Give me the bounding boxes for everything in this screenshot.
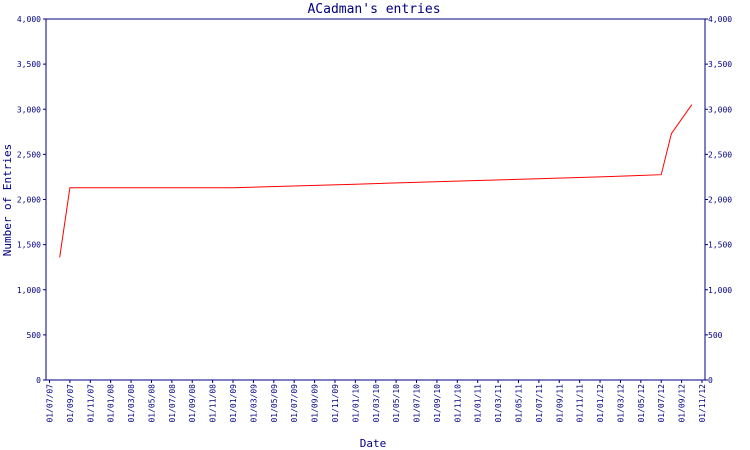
x-tick-label: 01/11/12	[698, 384, 707, 423]
x-tick-label: 01/07/12	[657, 384, 666, 423]
x-tick-label: 01/09/08	[188, 384, 197, 423]
series-group	[59, 104, 693, 258]
y-tick-label-left: 2,000	[17, 196, 41, 205]
y-tick-label-left: 500	[27, 331, 42, 340]
x-tick-label: 01/07/07	[46, 384, 55, 423]
x-tick-label: 01/01/10	[351, 384, 360, 423]
x-tick-label: 01/09/09	[311, 384, 320, 423]
x-tick-label: 01/09/10	[433, 384, 442, 423]
x-tick-label: 01/01/11	[474, 384, 483, 423]
y-tick-label-left: 3,000	[17, 105, 41, 114]
y-tick-label-left: 2,500	[17, 150, 41, 159]
x-tick-label: 01/03/12	[616, 384, 625, 423]
x-tick-label: 01/01/08	[107, 384, 116, 423]
y-axis-title: Number of Entries	[1, 144, 14, 257]
x-tick-label: 01/05/12	[637, 384, 646, 423]
x-tick-label: 01/01/09	[229, 384, 238, 423]
x-tick-label: 01/07/11	[535, 384, 544, 423]
chart-title: ACadman's entries	[307, 2, 440, 17]
y-tick-label-right: 3,000	[708, 105, 732, 114]
x-tick-label: 01/03/11	[494, 384, 503, 423]
x-tick-label: 01/11/11	[576, 384, 585, 423]
x-tick-label: 01/05/10	[392, 384, 401, 423]
x-tick-label: 01/05/08	[147, 384, 156, 423]
x-tick-label: 01/07/09	[290, 384, 299, 423]
y-tick-label-left: 1,500	[17, 241, 41, 250]
x-tick-label: 01/11/09	[331, 384, 340, 423]
plot-frame	[45, 18, 706, 381]
y-axis-left: 0 500 1,000 1,500 2,000 2,500 3,000 3,500 4,000	[17, 15, 46, 385]
x-tick-label: 01/11/10	[453, 384, 462, 423]
x-tick-label: 01/11/07	[86, 384, 95, 423]
y-tick-label-right: 500	[708, 331, 723, 340]
x-tick-label: 01/11/08	[209, 384, 218, 423]
y-tick-label-right: 0	[708, 376, 713, 385]
y-tick-label-right: 1,500	[708, 241, 732, 250]
y-tick-label-left: 4,000	[17, 15, 41, 24]
y-tick-label-left: 3,500	[17, 60, 41, 69]
x-tick-label: 01/07/10	[413, 384, 422, 423]
y-tick-label-right: 1,000	[708, 286, 732, 295]
y-tick-label-right: 2,000	[708, 196, 732, 205]
y-tick-label-right: 4,000	[708, 15, 732, 24]
series-line-0	[59, 104, 693, 258]
x-tick-label: 01/09/12	[678, 384, 687, 423]
x-axis: 01/07/07 01/09/07 01/11/07 01/01/08 01/03/08…	[46, 380, 707, 423]
x-tick-label: 01/03/09	[249, 384, 258, 423]
x-tick-label: 01/03/10	[372, 384, 381, 423]
x-tick-label: 01/05/11	[514, 384, 523, 423]
x-tick-label: 01/01/12	[596, 384, 605, 423]
y-tick-label-right: 2,500	[708, 150, 732, 159]
x-tick-label: 01/07/08	[168, 384, 177, 423]
y-tick-label-left: 0	[36, 376, 41, 385]
x-tick-label: 01/03/08	[127, 384, 136, 423]
x-tick-label: 01/09/07	[66, 384, 75, 423]
x-tick-label: 01/05/09	[270, 384, 279, 423]
y-tick-label-right: 3,500	[708, 60, 732, 69]
y-axis-right: 0 500 1,000 1,500 2,000 2,500 3,000 3,500 4,000	[705, 15, 732, 385]
x-axis-title: Date	[360, 437, 387, 450]
x-tick-label: 01/09/11	[555, 384, 564, 423]
y-tick-label-left: 1,000	[17, 286, 41, 295]
